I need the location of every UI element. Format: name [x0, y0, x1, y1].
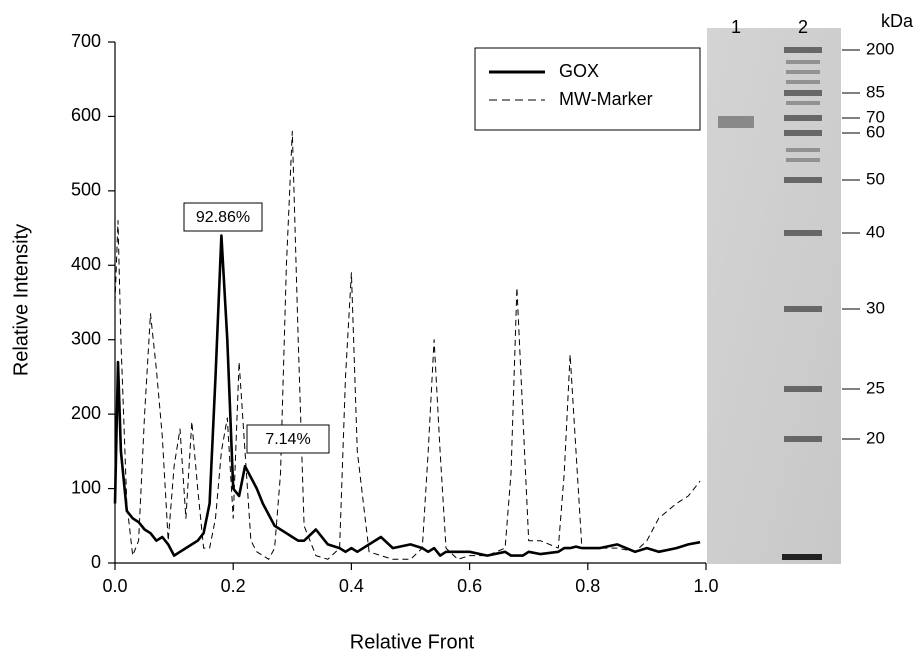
- marker-band: [786, 148, 820, 152]
- legend-label: MW-Marker: [559, 89, 653, 109]
- marker-band: [784, 90, 822, 96]
- series-line: [113, 234, 701, 557]
- marker-label: 85: [866, 82, 885, 101]
- x-tick-label: 0.0: [102, 576, 127, 596]
- marker-label: 30: [866, 298, 885, 317]
- y-axis-label: Relative Intensity: [10, 224, 32, 376]
- lane-label: 1: [731, 17, 741, 37]
- marker-label: 60: [866, 122, 885, 141]
- y-tick-label: 500: [71, 180, 101, 200]
- marker-band: [786, 60, 820, 64]
- y-tick-label: 600: [71, 105, 101, 125]
- annotation: 92.86%: [196, 209, 250, 226]
- marker-band: [784, 130, 822, 136]
- annotation-box: [183, 202, 263, 232]
- marker-label: 20: [866, 428, 885, 447]
- marker-label: 70: [866, 107, 885, 126]
- marker-band: [784, 436, 822, 442]
- marker-band: [784, 115, 822, 121]
- x-tick-label: 0.8: [575, 576, 600, 596]
- marker-band: [784, 306, 822, 312]
- legend-label: GOX: [559, 61, 599, 81]
- y-tick-label: 200: [71, 403, 101, 423]
- marker-label: 50: [866, 169, 885, 188]
- marker-band: [784, 386, 822, 392]
- annotation: 7.14%: [265, 431, 310, 448]
- marker-label: 40: [866, 222, 885, 241]
- legend-box: [474, 47, 701, 131]
- marker-band: [786, 70, 820, 74]
- marker-band: [784, 230, 822, 236]
- gel-front: [782, 554, 822, 560]
- marker-label: 25: [866, 378, 885, 397]
- x-axis-label: Relative Front: [350, 631, 475, 653]
- marker-band: [784, 177, 822, 183]
- lane-label: 2: [798, 17, 808, 37]
- series-line: [114, 130, 701, 560]
- marker-band: [784, 47, 822, 53]
- gel-unit: kDa: [881, 11, 914, 31]
- gel-image: [707, 28, 841, 564]
- marker-band: [786, 101, 820, 105]
- marker-label: 200: [866, 39, 894, 58]
- x-tick-label: 0.4: [339, 576, 364, 596]
- marker-band: [786, 158, 820, 162]
- y-tick-label: 300: [71, 328, 101, 348]
- gel-band: [718, 116, 754, 128]
- x-tick-label: 0.6: [457, 576, 482, 596]
- marker-band: [786, 80, 820, 84]
- y-tick-label: 0: [91, 552, 101, 572]
- y-tick-label: 400: [71, 254, 101, 274]
- y-tick-label: 100: [71, 477, 101, 497]
- x-tick-label: 0.2: [221, 576, 246, 596]
- annotation-box: [246, 424, 330, 454]
- y-tick-label: 700: [71, 31, 101, 51]
- x-tick-label: 1.0: [693, 576, 718, 596]
